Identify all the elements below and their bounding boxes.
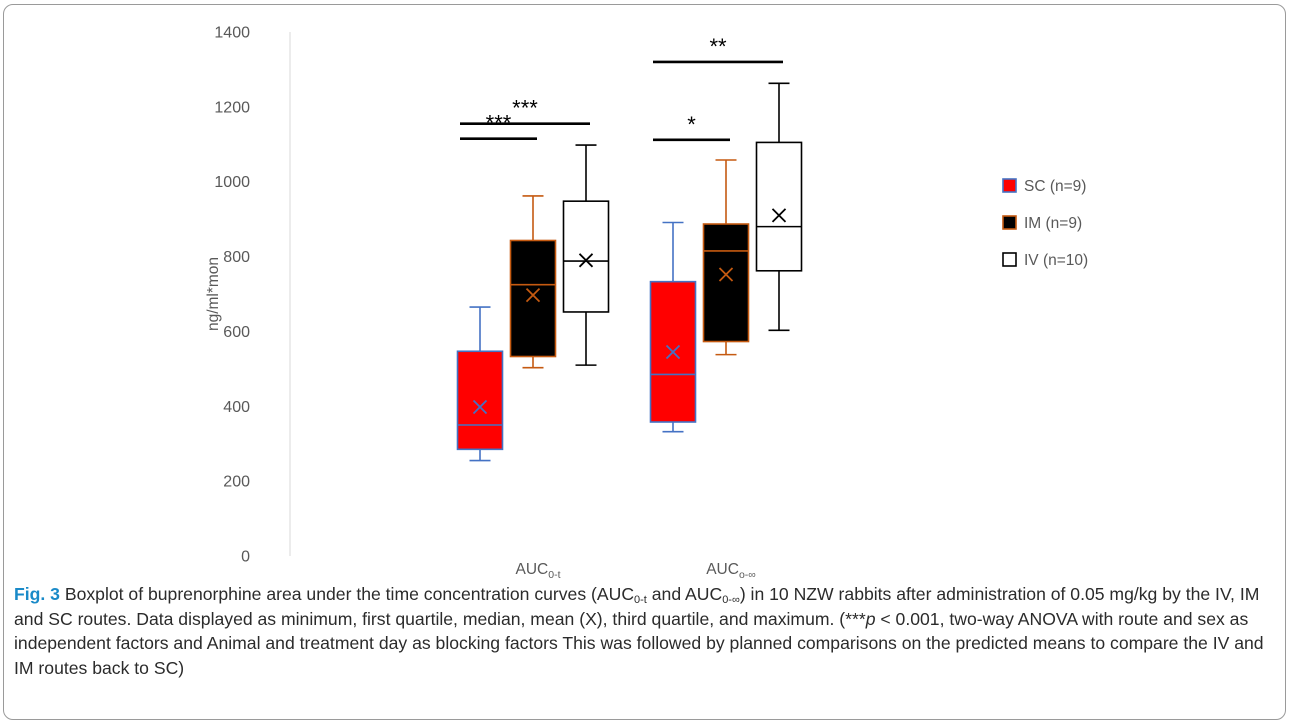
- legend-item: IV (n=10): [1002, 252, 1088, 269]
- box-body: [456, 350, 504, 451]
- caption-text-2: and AUC: [646, 584, 723, 604]
- legend-swatch: [1002, 252, 1017, 267]
- caption-p-symbol: p: [865, 608, 876, 629]
- legend: SC (n=9) IM (n=9) IV (n=10): [1002, 178, 1088, 269]
- category-label-main: AUC: [706, 561, 739, 578]
- figure-frame: [3, 4, 1286, 720]
- caption-sub-1: 0-t: [634, 594, 647, 606]
- box-mean-marker: [665, 344, 681, 360]
- significance-label: ***: [512, 96, 538, 121]
- caption-text-4: < 0.001, two-way ANOVA with route and se…: [14, 608, 1264, 678]
- plot-area: *********AUC0-t AUCo-∞: [456, 34, 803, 580]
- legend-label: IV (n=10): [1024, 252, 1088, 269]
- box-mean-marker: [578, 253, 594, 268]
- box: [509, 195, 557, 369]
- figure-caption: Fig. 3 Boxplot of buprenorphine area und…: [14, 582, 1276, 680]
- y-tick-label: 1000: [214, 174, 250, 191]
- category-label-main: AUC: [516, 561, 549, 578]
- y-axis-label: ng/ml*mon: [205, 257, 222, 331]
- category-label-sub: 0-t: [548, 569, 560, 580]
- box: [755, 82, 803, 332]
- caption-sub-2: 0-∞: [722, 594, 740, 606]
- box: [562, 144, 610, 366]
- box-group: ******: [456, 96, 610, 462]
- box: [456, 306, 504, 462]
- y-axis-ticks: 0 200 400 600 800 1000 1200 1400: [214, 25, 250, 566]
- box-mean-marker: [771, 208, 787, 223]
- caption-text-1: Boxplot of buprenorphine area under the …: [59, 584, 635, 604]
- legend-label: SC (n=9): [1024, 178, 1086, 195]
- box-body: [702, 223, 750, 343]
- box: [649, 221, 697, 433]
- y-tick-label: 1200: [214, 99, 250, 116]
- legend-item: SC (n=9): [1002, 178, 1086, 195]
- category-label: AUCo-∞: [706, 561, 756, 580]
- caption-text-3: ) in 10 NZW rabbits after administration…: [14, 584, 1260, 629]
- box-group: ***: [649, 34, 803, 433]
- significance-label: **: [709, 34, 727, 59]
- box-body: [649, 280, 697, 423]
- box-body: [562, 200, 610, 313]
- legend-swatch: [1002, 178, 1017, 193]
- box-mean-marker: [718, 267, 734, 282]
- box-mean-marker: [472, 399, 488, 415]
- significance-bracket: ***: [460, 96, 590, 125]
- box-body: [509, 239, 557, 358]
- legend-item: IM (n=9): [1002, 215, 1082, 232]
- category-label-sub: o-∞: [739, 569, 756, 580]
- significance-label: *: [687, 112, 696, 137]
- y-tick-label: 600: [223, 324, 250, 341]
- box: [702, 159, 750, 356]
- box-mean-marker: [525, 287, 541, 303]
- y-tick-label: 200: [223, 474, 250, 491]
- box-body: [755, 141, 803, 272]
- legend-label: IM (n=9): [1024, 215, 1082, 232]
- y-tick-label: 1400: [214, 25, 250, 42]
- significance-bracket: *: [653, 112, 730, 142]
- significance-bracket: **: [653, 34, 783, 64]
- caption-fig-label: Fig. 3: [14, 584, 60, 604]
- legend-swatch: [1002, 215, 1017, 230]
- category-label: AUC0-t: [516, 561, 561, 580]
- y-tick-label: 0: [241, 549, 250, 566]
- y-tick-label: 400: [223, 399, 250, 416]
- y-tick-label: 800: [223, 249, 250, 266]
